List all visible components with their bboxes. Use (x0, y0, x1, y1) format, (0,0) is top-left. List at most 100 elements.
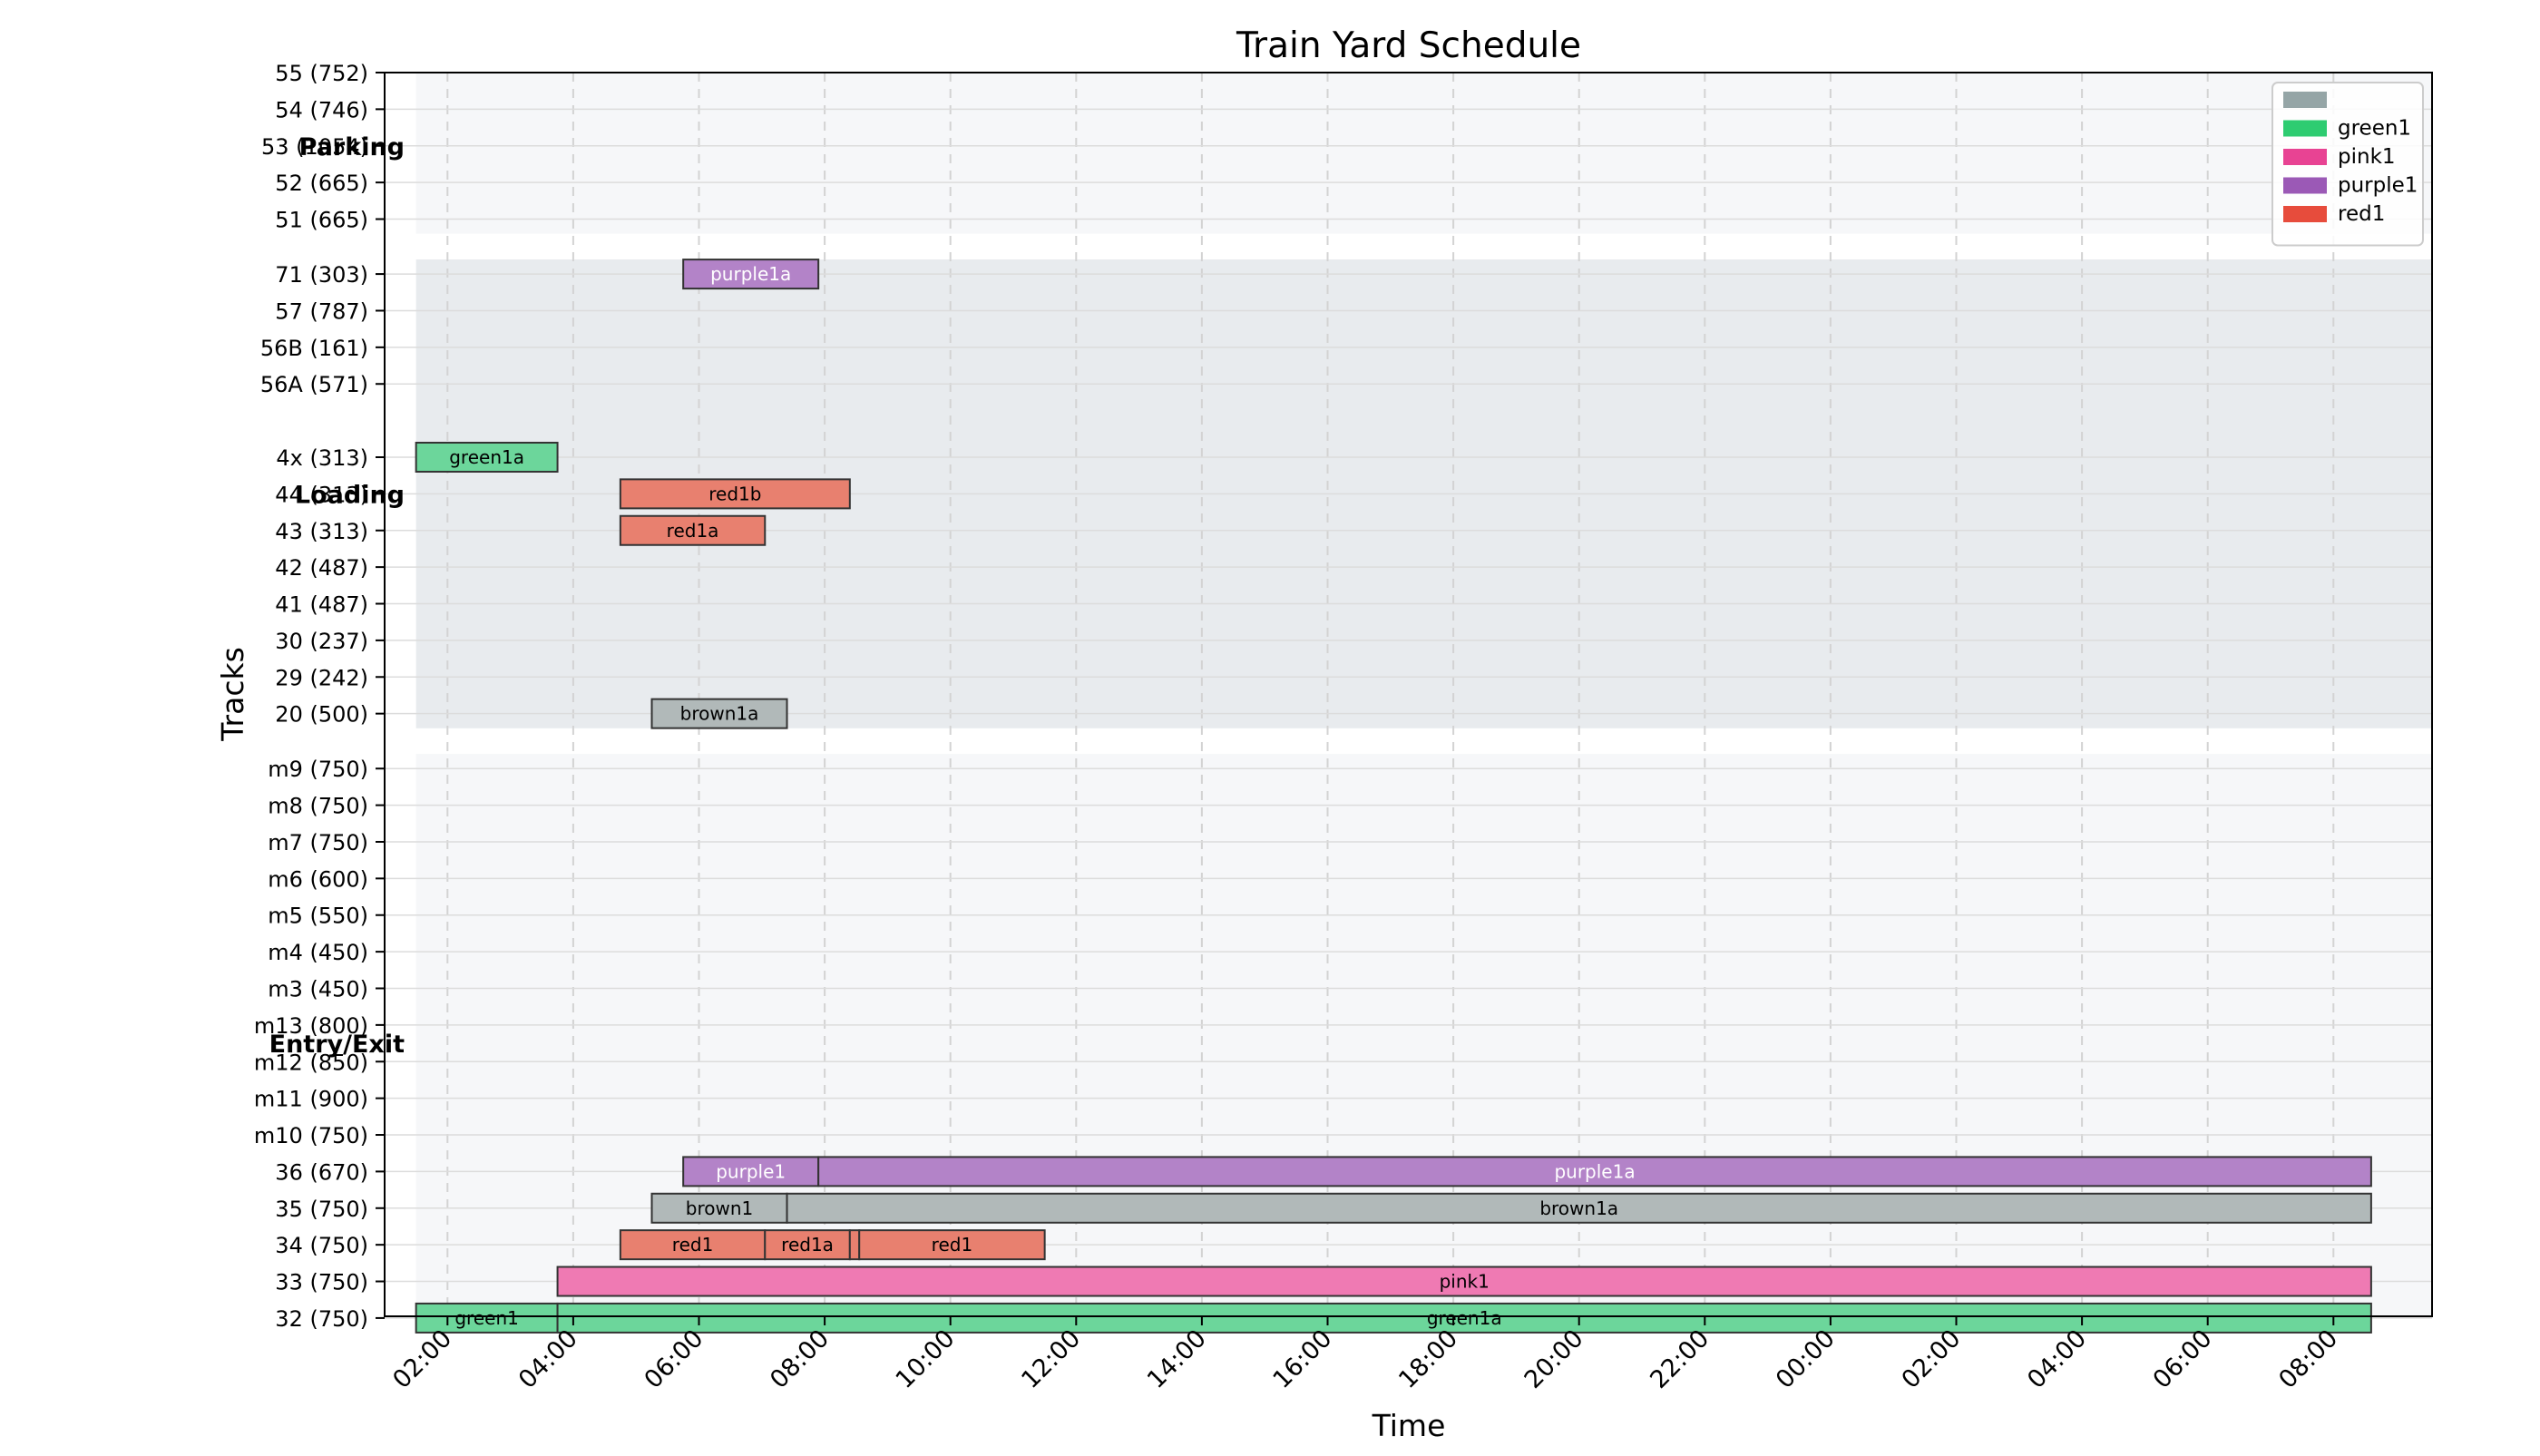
schedule-bar-13 (556, 1265, 2372, 1297)
y-tick-label: m7 (750) (268, 830, 368, 855)
x-axis-label: Time (1372, 1408, 1446, 1443)
bar-label-12: red1 (932, 1234, 973, 1256)
legend-label-1: green1 (2338, 117, 2411, 141)
schedule-bar-1 (415, 441, 559, 473)
y-tick-label: m6 (600) (268, 866, 368, 892)
y-tick-label: 30 (237) (275, 629, 368, 654)
y-tick-label: 71 (303) (275, 262, 368, 288)
x-tick-label: 08:00 (2273, 1324, 2343, 1394)
y-tick-label: 20 (500) (275, 702, 368, 728)
y-tick-label: m4 (450) (268, 940, 368, 965)
y-tick-label: 44 (313) (275, 482, 368, 507)
schedule-bar-15 (556, 1302, 2372, 1334)
legend-label-3: purple1 (2338, 174, 2418, 198)
bar-label-4: brown1a (680, 703, 759, 725)
bar-label-8: brown1a (1539, 1197, 1618, 1219)
x-tick-label: 04:00 (513, 1324, 583, 1394)
bars-layer: purple1a green1a red1b red1a brown1a purple1 p… (415, 259, 2372, 1334)
legend: green1 pink1 purple1 red1 (2271, 82, 2424, 247)
bar-label-10: red1a (781, 1234, 834, 1256)
schedule-bar-11 (848, 1229, 861, 1261)
y-tick-label: 35 (750) (275, 1197, 368, 1222)
bar-label-7: brown1 (686, 1197, 753, 1219)
schedule-bar-6 (817, 1156, 2372, 1187)
x-tick-label: 02:00 (1897, 1324, 1967, 1394)
zone-labels-layer: Parking Loading Entry/Exit (269, 133, 405, 1059)
y-tick-label: 34 (750) (275, 1233, 368, 1258)
schedule-bar-4 (650, 698, 788, 729)
x-tick-label: 06:00 (640, 1324, 709, 1394)
y-tick-label: 29 (242) (275, 665, 368, 690)
schedule-bar-7 (650, 1192, 788, 1224)
x-tick-label: 20:00 (1519, 1324, 1589, 1394)
x-tick-label: 16:00 (1268, 1324, 1338, 1394)
y-tick-label: 52 (665) (275, 171, 368, 196)
schedule-bar-2 (619, 478, 851, 510)
schedule-bar-12 (858, 1229, 1046, 1261)
schedule-bar-3 (619, 514, 767, 546)
y-tick-label: 36 (670) (275, 1159, 368, 1185)
x-tick-label: 12:00 (1016, 1324, 1086, 1394)
y-tick-label: m9 (750) (268, 757, 368, 782)
legend-swatch-4 (2283, 206, 2327, 222)
bar-label-9: red1 (672, 1234, 714, 1256)
schedule-bar-9 (619, 1229, 767, 1261)
schedule-bar-5 (682, 1156, 820, 1187)
zone-label-2: Entry/Exit (269, 1031, 405, 1059)
x-tick-label: 02:00 (387, 1324, 457, 1394)
grid-layer (385, 72, 2432, 1319)
y-axis: 55 (752) 54 (746) 53 (1054) 52 (665) 51 (665… (254, 61, 385, 1332)
plot-frame (384, 72, 2433, 1317)
legend-label-2: pink1 (2338, 145, 2396, 169)
bar-label-6: purple1a (1554, 1160, 1635, 1182)
y-tick-label: m10 (750) (254, 1123, 368, 1148)
y-tick-label: 56A (571) (260, 372, 368, 397)
bar-label-1: green1a (449, 446, 524, 468)
y-tick-label: 33 (750) (275, 1270, 368, 1295)
x-tick-label: 18:00 (1393, 1324, 1463, 1394)
y-tick-label: m11 (900) (254, 1087, 368, 1112)
zone-label-0: Parking (299, 133, 405, 161)
y-tick-label: m13 (800) (254, 1013, 368, 1039)
zone-label-1: Loading (295, 481, 405, 509)
x-tick-label: 06:00 (2148, 1324, 2218, 1394)
legend-swatch-3 (2283, 177, 2327, 194)
y-tick-label: m8 (750) (268, 794, 368, 819)
x-tick-label: 00:00 (1771, 1324, 1841, 1394)
bar-label-0: purple1a (710, 263, 791, 285)
legend-swatch-1 (2283, 120, 2327, 137)
y-tick-label: m5 (550) (268, 904, 368, 929)
y-tick-label: 54 (746) (275, 97, 368, 122)
y-tick-label: 53 (1054) (261, 134, 368, 160)
y-tick-label: 4x (313) (276, 445, 368, 471)
bar-label-3: red1a (667, 520, 719, 542)
y-tick-label: m3 (450) (268, 977, 368, 1002)
legend-label-4: red1 (2338, 202, 2385, 226)
y-tick-label: 57 (787) (275, 298, 368, 324)
legend-swatch-2 (2283, 149, 2327, 165)
chart-title: Train Yard Schedule (1236, 25, 1581, 66)
x-tick-label: 08:00 (765, 1324, 835, 1394)
y-tick-label: 51 (665) (275, 208, 368, 233)
bar-label-15: green1a (1427, 1307, 1502, 1329)
bar-label-13: pink1 (1440, 1271, 1490, 1293)
schedule-bar-0 (682, 259, 820, 290)
x-tick-label: 10:00 (891, 1324, 961, 1394)
x-tick-label: 22:00 (1645, 1324, 1714, 1394)
zone-band-0 (415, 73, 2433, 234)
y-axis-label: Tracks (215, 647, 250, 742)
y-tick-label: 56B (161) (260, 336, 368, 361)
bar-label-14: green1 (454, 1307, 519, 1329)
bar-label-5: purple1 (716, 1160, 786, 1182)
y-tick-label: 43 (313) (275, 519, 368, 544)
y-tick-label: 42 (487) (275, 555, 368, 581)
x-tick-label: 14:00 (1142, 1324, 1212, 1394)
y-tick-label: 55 (752) (275, 61, 368, 86)
y-tick-label: 32 (750) (275, 1306, 368, 1332)
y-tick-label: 41 (487) (275, 592, 368, 618)
x-tick-label: 04:00 (2022, 1324, 2092, 1394)
schedule-bar-8 (786, 1192, 2372, 1224)
bar-label-2: red1b (708, 483, 761, 504)
